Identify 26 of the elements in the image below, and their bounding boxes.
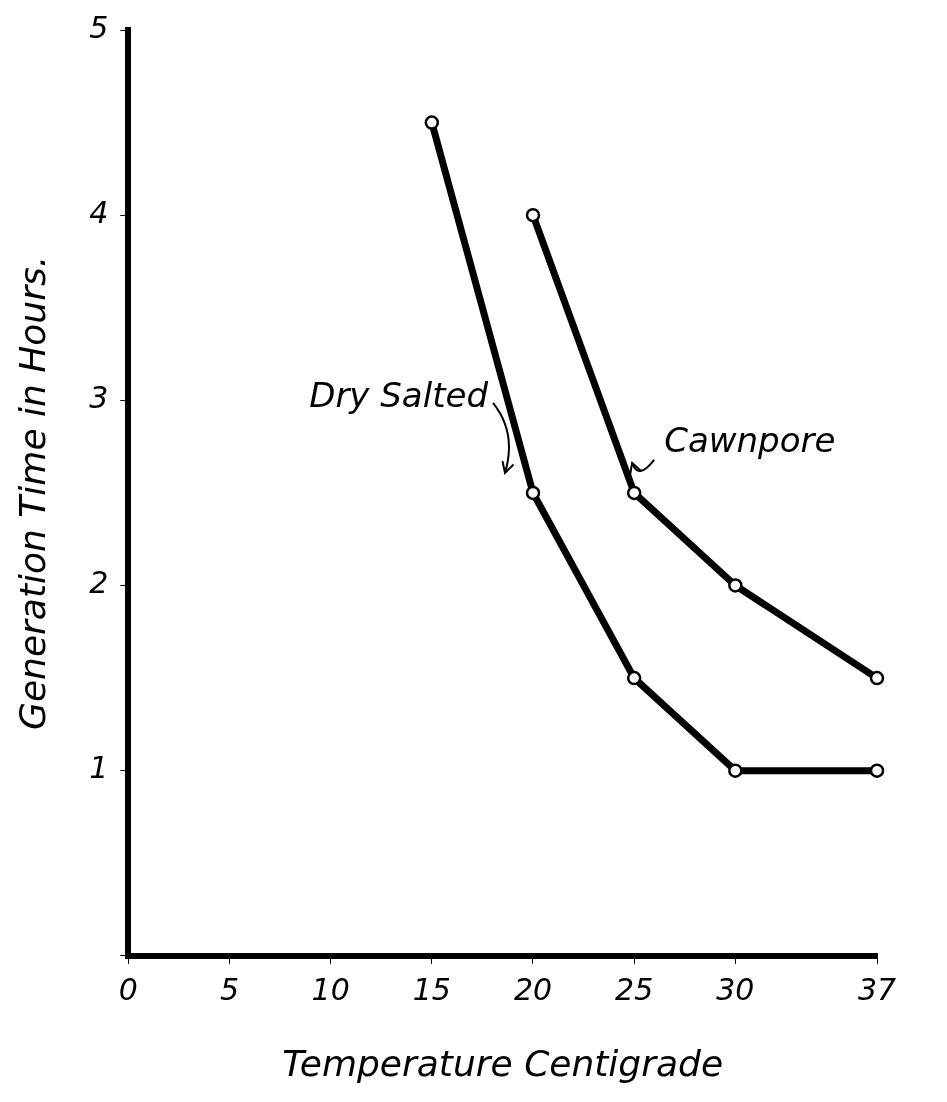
x-tick-label: 37 [857, 971, 897, 1007]
x-axis-title: Temperature Centigrade [282, 1042, 724, 1084]
point [728, 763, 743, 778]
point [626, 670, 642, 686]
point [525, 485, 541, 501]
x-tick-label: 20 [513, 971, 553, 1007]
y-tick-label: 1 [89, 750, 109, 786]
y-tick-label: 2 [89, 565, 109, 601]
series-label: Cawnpore [664, 419, 836, 460]
point [626, 485, 642, 501]
x-tick-label: 0 [118, 971, 138, 1007]
y-tick-label: 4 [89, 194, 109, 230]
point [869, 763, 885, 778]
y-tick-label: 5 [89, 9, 109, 45]
point [869, 670, 885, 686]
point [728, 578, 743, 593]
x-tick-label: 10 [311, 971, 350, 1007]
x-tick-label: 25 [615, 971, 654, 1007]
point [525, 207, 541, 223]
point [424, 115, 440, 130]
series-label: Dry Salted [309, 374, 489, 415]
y-axis-title: Generation Time in Hours. [11, 255, 53, 730]
y-tick-label: 3 [89, 380, 109, 416]
x-tick-label: 30 [716, 971, 755, 1007]
x-tick-label: 15 [412, 971, 451, 1007]
x-tick-label: 5 [219, 971, 240, 1007]
